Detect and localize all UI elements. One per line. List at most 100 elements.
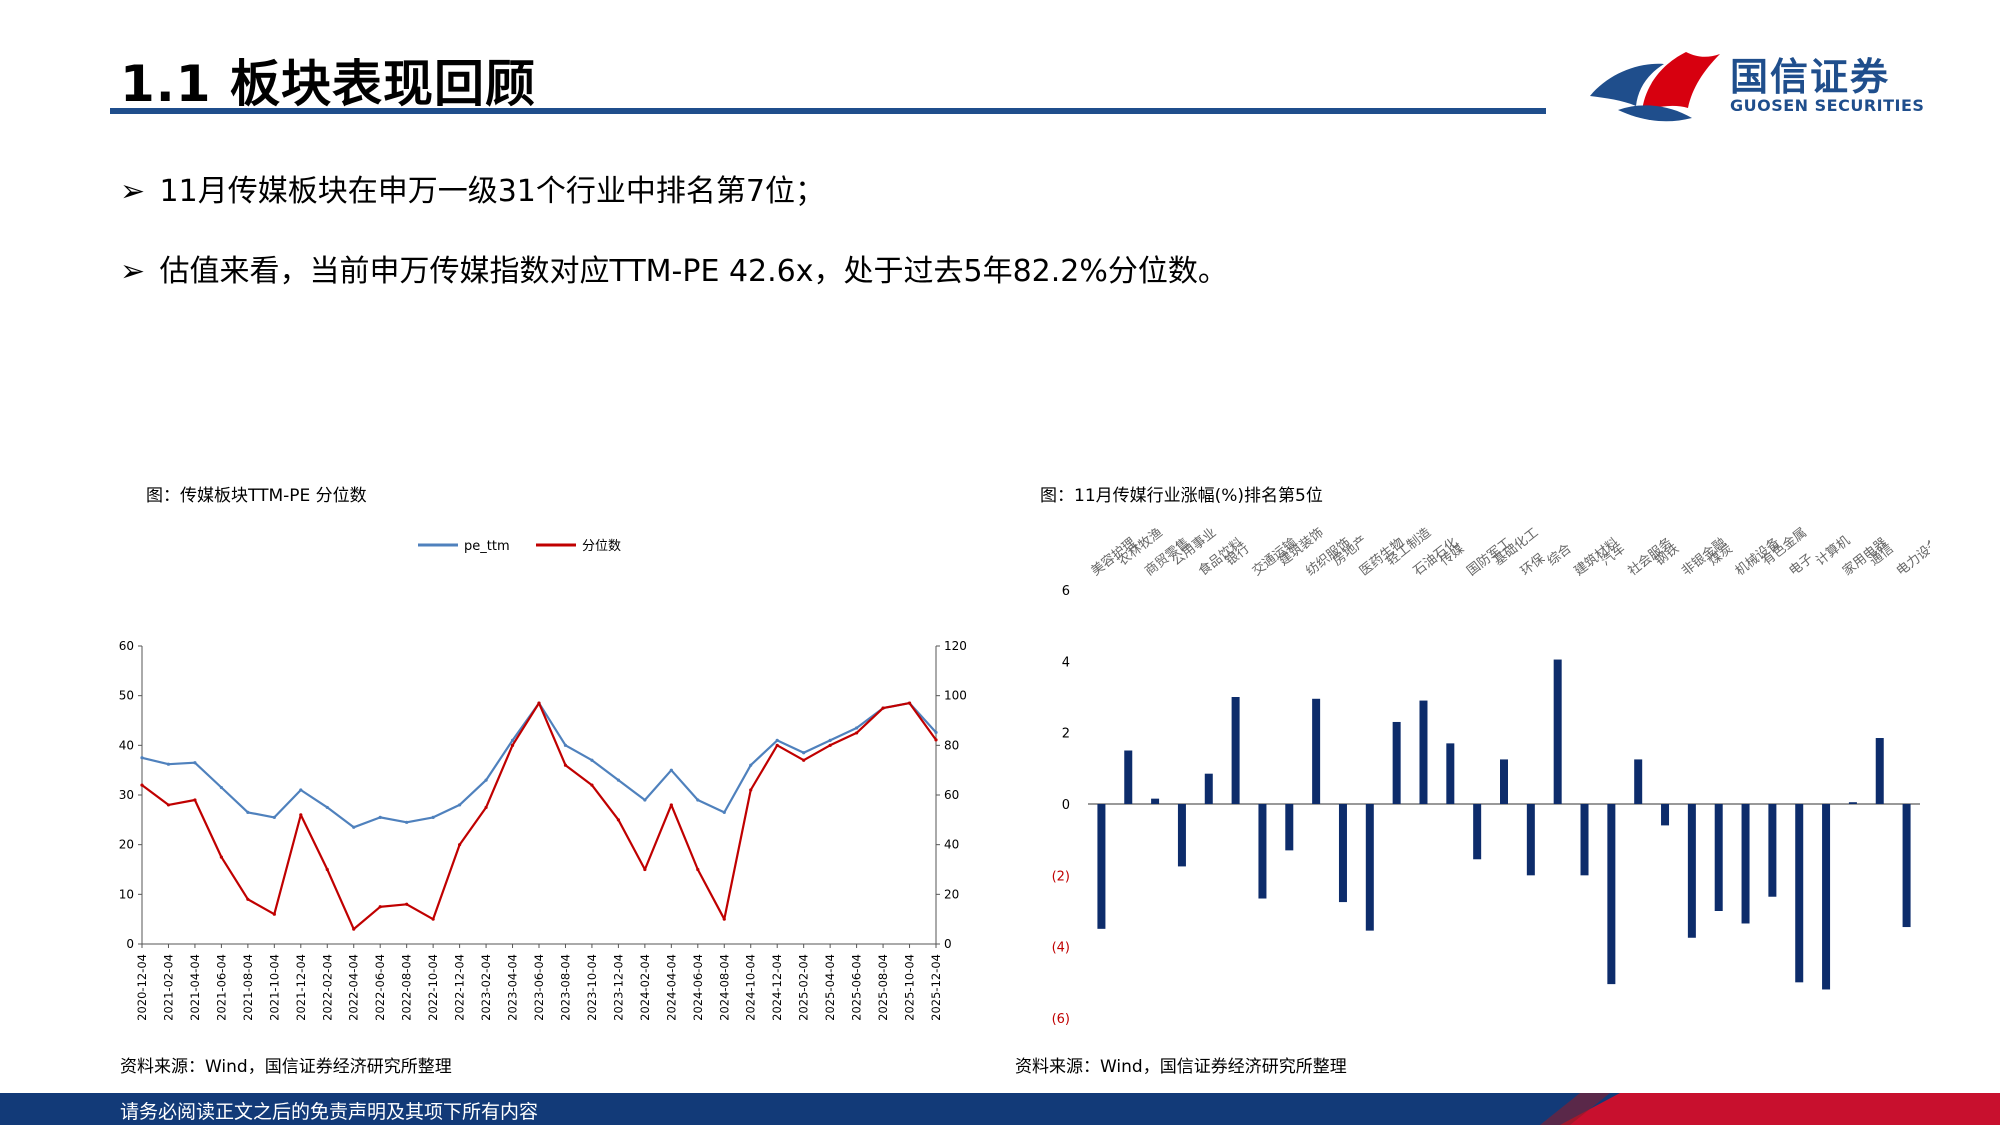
series-point bbox=[696, 798, 700, 802]
series-point bbox=[855, 726, 859, 730]
x-tick-label: 2023-06-04 bbox=[532, 954, 546, 1021]
pe-percentile-line-chart: pe_ttm 分位数 0 10 20 30 40 50 60 0 20 40 60 80 100 120 202… bbox=[119, 539, 967, 1021]
category-label: 环保 bbox=[1518, 551, 1548, 579]
x-tick-label: 2025-04-04 bbox=[823, 954, 837, 1021]
x-tick-label: 2021-08-04 bbox=[241, 954, 255, 1021]
x-tick-label: 2024-06-04 bbox=[691, 954, 705, 1021]
series-point bbox=[537, 701, 541, 705]
left-y-tick-label: 10 bbox=[119, 887, 134, 901]
series-point bbox=[140, 783, 144, 787]
guosen-logo-icon bbox=[1590, 52, 1720, 122]
bar bbox=[1795, 804, 1804, 983]
series-point bbox=[166, 803, 171, 807]
series-point bbox=[219, 785, 223, 790]
title-divider bbox=[110, 108, 1546, 114]
series-point bbox=[749, 763, 753, 767]
series-point bbox=[299, 813, 303, 817]
series-line-pe-ttm bbox=[141, 702, 937, 829]
bar bbox=[1526, 804, 1535, 876]
x-tick-label: 2024-04-04 bbox=[664, 954, 678, 1021]
left-y-tick-label: 20 bbox=[119, 838, 134, 852]
bar bbox=[1392, 721, 1401, 804]
x-tick-label: 2021-02-04 bbox=[161, 954, 175, 1021]
x-tick-label: 2024-10-04 bbox=[744, 954, 758, 1021]
series-line-percentile bbox=[141, 702, 937, 931]
bar bbox=[1768, 804, 1777, 897]
series-point bbox=[881, 706, 885, 710]
x-tick-label: 2022-10-04 bbox=[426, 954, 440, 1021]
bar bbox=[1902, 804, 1911, 928]
bar bbox=[1446, 743, 1455, 804]
series-point bbox=[193, 798, 197, 802]
bar bbox=[1177, 804, 1186, 867]
footer-accent bbox=[1540, 1093, 2000, 1125]
series-point bbox=[431, 917, 435, 921]
left-y-tick-label: 40 bbox=[119, 738, 134, 752]
y-tick-label: (6) bbox=[1052, 1012, 1070, 1027]
bar bbox=[1661, 804, 1670, 826]
bar bbox=[1124, 750, 1133, 804]
y-tick-label: 4 bbox=[1062, 655, 1070, 670]
series-point bbox=[272, 815, 276, 819]
bar bbox=[1607, 804, 1616, 985]
x-tick-label: 2023-10-04 bbox=[585, 954, 599, 1021]
bullet-ranking: ➢ 11月传媒板块在申万一级31个行业中排名第7位； bbox=[120, 166, 825, 210]
bar bbox=[1258, 804, 1267, 899]
series-point bbox=[140, 756, 144, 760]
bullet-arrow-icon: ➢ bbox=[120, 174, 146, 209]
series-point bbox=[669, 768, 673, 772]
logo-text-cn: 国信证券 bbox=[1730, 55, 1891, 99]
series-point bbox=[934, 738, 938, 742]
x-tick-label: 2021-04-04 bbox=[188, 954, 202, 1021]
bar bbox=[1097, 804, 1106, 929]
series-point bbox=[722, 917, 726, 921]
series-point bbox=[802, 758, 806, 762]
bar bbox=[1822, 804, 1831, 990]
series-point bbox=[616, 818, 620, 822]
series-point bbox=[193, 761, 197, 765]
x-tick-label: 2022-12-04 bbox=[453, 954, 467, 1021]
bar bbox=[1580, 804, 1589, 876]
x-tick-label: 2020-12-04 bbox=[135, 954, 149, 1021]
bar bbox=[1553, 659, 1562, 804]
y-tick-label: (2) bbox=[1052, 869, 1070, 884]
bar bbox=[1338, 804, 1347, 903]
y-tick-label: 6 bbox=[1062, 584, 1070, 599]
series-point bbox=[828, 738, 832, 742]
series-point bbox=[246, 897, 250, 901]
right-y-tick-label: 40 bbox=[944, 838, 959, 852]
series-point bbox=[643, 867, 647, 872]
x-tick-label: 2022-08-04 bbox=[400, 954, 414, 1021]
bar bbox=[1285, 804, 1294, 851]
series-point bbox=[907, 701, 912, 705]
series-point bbox=[563, 743, 568, 747]
series-point bbox=[749, 788, 753, 792]
x-tick-label: 2025-06-04 bbox=[850, 954, 864, 1021]
bar bbox=[1687, 804, 1696, 938]
right-y-tick-label: 80 bbox=[944, 738, 959, 752]
bar bbox=[1875, 738, 1884, 804]
series-point bbox=[855, 731, 859, 735]
category-label: 电力设备 bbox=[1893, 535, 1930, 580]
x-tick-label: 2025-02-04 bbox=[797, 954, 811, 1021]
series-point bbox=[828, 743, 832, 747]
series-point bbox=[272, 912, 276, 916]
series-point bbox=[484, 805, 488, 810]
x-tick-label: 2024-08-04 bbox=[717, 954, 731, 1021]
series-point bbox=[431, 815, 435, 819]
series-point bbox=[378, 815, 382, 819]
x-tick-label: 2021-06-04 bbox=[214, 954, 228, 1021]
left-y-tick-label: 30 bbox=[119, 788, 134, 802]
series-point bbox=[510, 738, 515, 742]
right-y-tick-label: 60 bbox=[944, 788, 959, 802]
right-figure-caption: 图：11月传媒行业涨幅(%)排名第5位 bbox=[1040, 486, 1323, 506]
legend-label: 分位数 bbox=[582, 539, 621, 554]
x-tick-label: 2023-08-04 bbox=[558, 954, 572, 1021]
right-y-tick-label: 120 bbox=[944, 639, 967, 653]
x-tick-label: 2023-12-04 bbox=[611, 954, 625, 1021]
left-source-note: 资料来源：Wind，国信证券经济研究所整理 bbox=[120, 1057, 452, 1077]
left-figure-caption: 图：传媒板块TTM-PE 分位数 bbox=[146, 486, 367, 506]
right-y-tick-label: 100 bbox=[944, 689, 967, 703]
bar bbox=[1231, 697, 1240, 804]
series-point bbox=[696, 867, 700, 872]
